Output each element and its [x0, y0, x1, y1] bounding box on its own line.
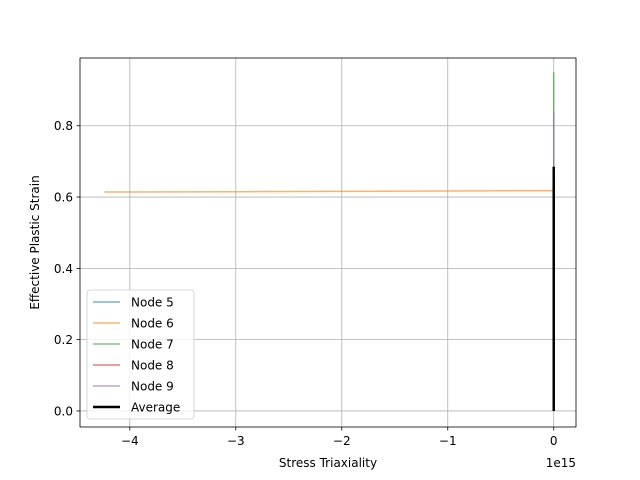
x-tick-label: −2	[333, 434, 351, 448]
y-tick-label: 0.8	[54, 119, 73, 133]
x-axis-label: Stress Triaxiality	[279, 456, 377, 470]
y-tick-label: 0.0	[54, 404, 73, 418]
legend-label: Node 7	[131, 338, 174, 352]
axes-frame	[79, 57, 577, 428]
legend-label: Node 6	[131, 317, 174, 331]
plot-area: −4 −3 −2 −1 0 0.0 0.2 0.4 0.6 0.8 1e15 Stress Triax…	[28, 57, 577, 470]
legend-label: Node 5	[131, 296, 174, 310]
x-tick-label: −4	[121, 434, 139, 448]
y-tick-label: 0.4	[54, 262, 73, 276]
legend-label: Node 9	[131, 380, 174, 394]
legend-label: Average	[131, 401, 180, 415]
legend-label: Node 8	[131, 359, 174, 373]
y-tick-label: 0.2	[54, 333, 73, 347]
x-tick-label: −1	[439, 434, 457, 448]
x-tick-label: −3	[227, 434, 245, 448]
x-tick-label: 0	[550, 434, 558, 448]
x-offset-label: 1e15	[546, 456, 576, 470]
y-axis-label: Effective Plastic Strain	[28, 175, 42, 309]
y-tick-label: 0.6	[54, 191, 73, 205]
